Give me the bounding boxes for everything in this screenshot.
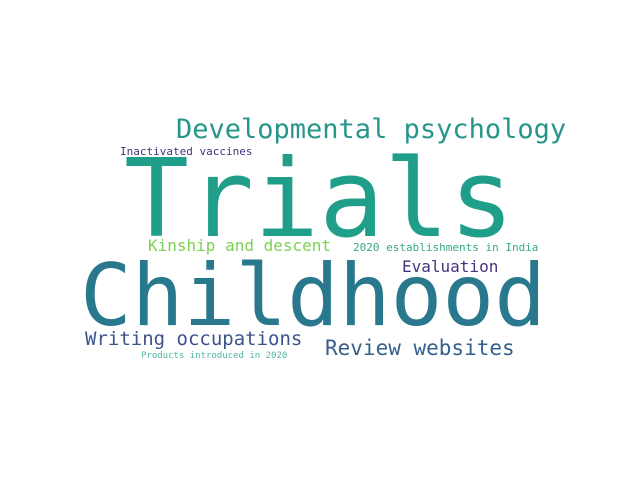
word-writing-occupations: Writing occupations	[85, 328, 303, 350]
word-developmental-psychology: Developmental psychology	[176, 114, 567, 145]
word-inactivated-vaccines: Inactivated vaccines	[120, 145, 253, 158]
word-childhood: Childhood	[80, 246, 546, 346]
word-evaluation: Evaluation	[402, 257, 499, 276]
word-trials: Trials	[124, 137, 515, 262]
word-2020-establishments-in-india: 2020 establishments in India	[353, 241, 539, 254]
word-kinship-and-descent: Kinship and descent	[148, 236, 332, 255]
word-products-introduced-in-2020: Products introduced in 2020	[141, 351, 288, 361]
word-review-websites: Review websites	[325, 336, 515, 360]
